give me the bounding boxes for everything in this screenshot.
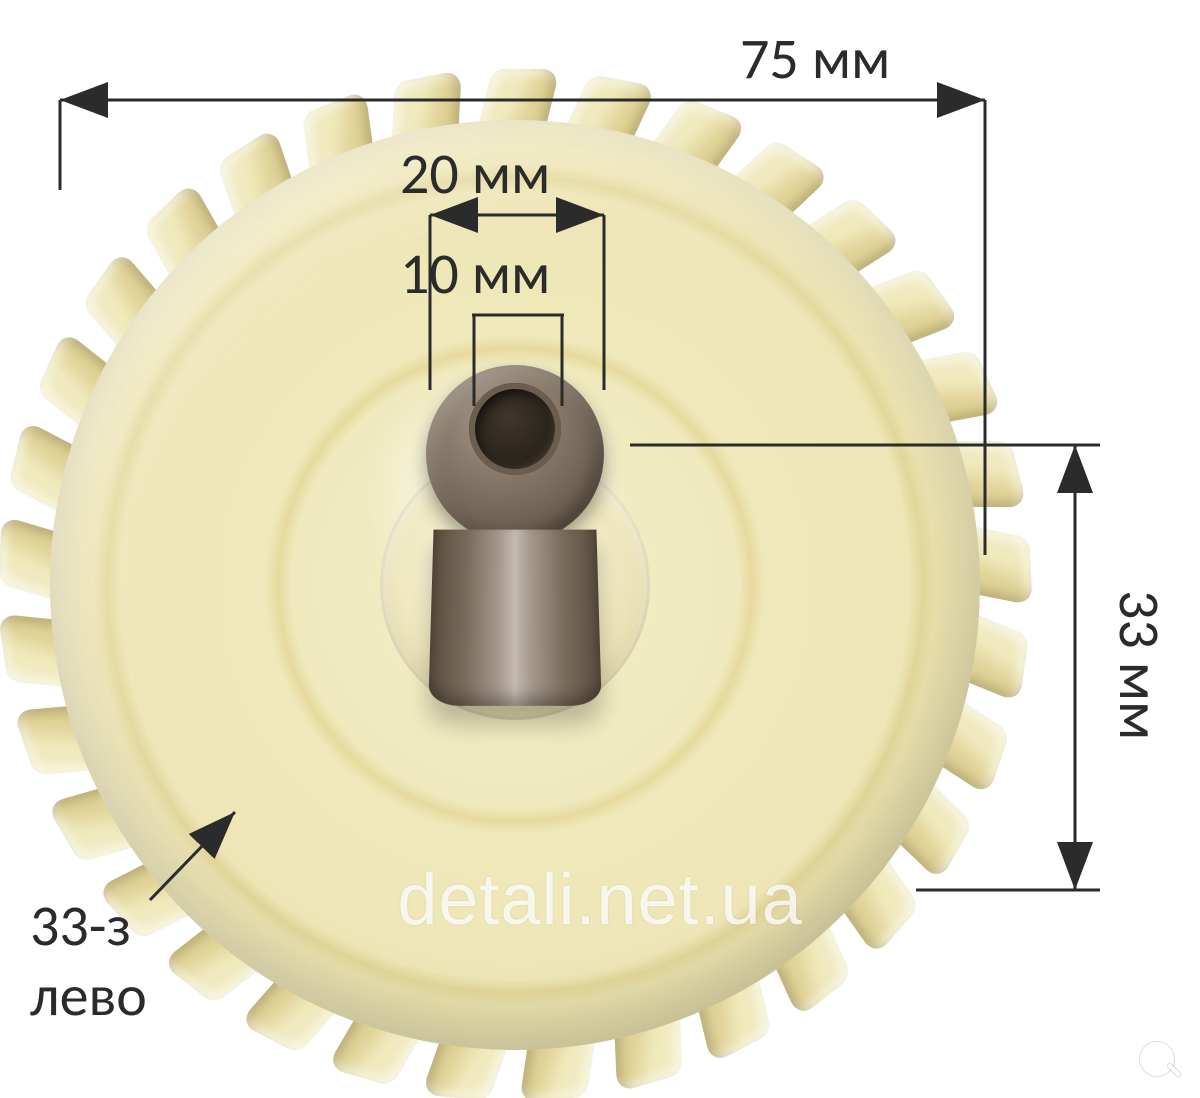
watermark-text: detali.net.ua (397, 859, 802, 941)
note-direction: лево (30, 960, 147, 1031)
dim-height: 33 мм (1110, 590, 1168, 740)
dim-bore-diameter: 10 мм (400, 245, 550, 303)
diagram-canvas: 75 мм 20 мм 10 мм 33 мм 33-з лево detali… (0, 0, 1200, 1098)
dim-hub-diameter: 20 мм (400, 145, 550, 203)
note-teeth-count: 33-з (30, 890, 131, 961)
gear-bore (469, 383, 561, 475)
zoom-icon[interactable] (1136, 1038, 1182, 1084)
dim-outer-diameter: 75 мм (740, 30, 890, 88)
